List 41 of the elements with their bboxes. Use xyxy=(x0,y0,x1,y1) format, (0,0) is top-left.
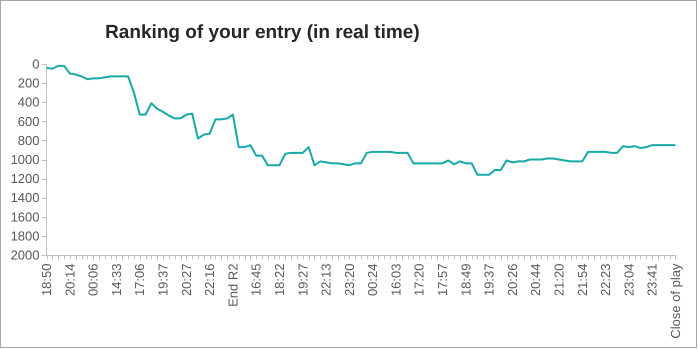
y-tick-label: 2000 xyxy=(10,248,40,262)
x-tick-label: 18:50 xyxy=(39,264,54,296)
y-tick-label: 0 xyxy=(32,56,40,72)
x-tick-label: 20:26 xyxy=(504,264,520,296)
x-tick-label: 21:54 xyxy=(574,264,590,296)
x-tick-label: 17:20 xyxy=(412,264,427,296)
x-tick-label: 17:57 xyxy=(435,264,450,296)
x-tick-label: 14:33 xyxy=(108,264,124,296)
y-tick-label: 400 xyxy=(18,94,40,110)
x-tick-label: 23:20 xyxy=(342,264,357,296)
y-tick-label: 1200 xyxy=(10,171,40,186)
y-tick-label: 200 xyxy=(18,76,40,91)
y-tick-label: 800 xyxy=(18,132,40,148)
x-tick-label: 22:16 xyxy=(202,264,218,296)
x-tick-label: 22:23 xyxy=(598,264,614,296)
x-tick-label: 20:27 xyxy=(178,264,194,296)
x-tick-label: 23:41 xyxy=(644,264,660,296)
x-tick-label: 21:20 xyxy=(551,264,566,296)
x-tick-label: 19:37 xyxy=(156,264,171,296)
x-tick-label: 00:06 xyxy=(86,264,101,296)
x-tick-label: 23:04 xyxy=(621,264,636,296)
y-tick-label: 1800 xyxy=(10,228,40,244)
x-tick-label: 20:44 xyxy=(528,264,544,296)
y-tick-label: 600 xyxy=(18,114,40,129)
x-tick-label: 22:13 xyxy=(318,264,334,296)
x-tick-label: 20:14 xyxy=(62,264,78,296)
x-tick-label: 16:03 xyxy=(388,264,404,296)
x-tick-label: 18:49 xyxy=(458,264,474,296)
chart-title: Ranking of your entry (in real time) xyxy=(105,22,420,43)
y-tick-label: 1600 xyxy=(10,209,40,224)
x-tick-label: 18:22 xyxy=(272,264,287,296)
x-tick-label: 19:27 xyxy=(295,264,310,296)
x-tick-label: End R2 xyxy=(225,264,240,307)
line-series xyxy=(46,64,676,176)
x-tick-label: 17:06 xyxy=(132,264,148,296)
x-tick-label: Close of play xyxy=(668,263,683,339)
y-tick-label: 1000 xyxy=(10,152,40,167)
x-tick-label: 16:45 xyxy=(248,264,264,296)
x-tick-label: 00:24 xyxy=(365,264,380,296)
y-tick-label: 1400 xyxy=(10,190,40,206)
x-tick-label: 19:37 xyxy=(482,264,497,296)
